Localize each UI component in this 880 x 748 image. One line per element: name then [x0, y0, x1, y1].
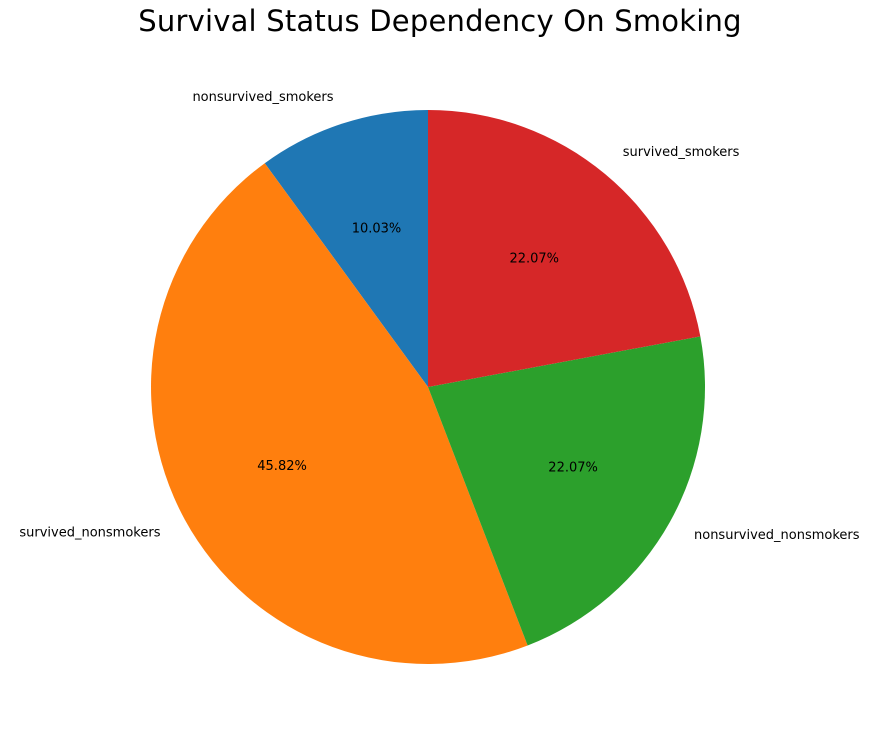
pie-slice-nonsurvived-nonsmokers	[428, 336, 706, 646]
pie-category-label: nonsurvived_smokers	[192, 90, 333, 105]
pie-category-label: nonsurvived_nonsmokers	[694, 528, 860, 543]
pie-slice-survived-smokers	[428, 110, 701, 387]
pie-slice-survived-nonsmokers	[151, 163, 528, 664]
pie-pct-label: 22.07%	[548, 461, 598, 476]
pie-slice-nonsurvived-smokers	[264, 110, 428, 387]
pie-pct-label: 22.07%	[509, 252, 559, 267]
chart-title: Survival Status Dependency On Smoking	[138, 4, 742, 38]
pie-pct-label: 45.82%	[257, 459, 307, 474]
pie-pct-label: 10.03%	[352, 221, 402, 236]
pie-category-label: survived_nonsmokers	[19, 525, 160, 540]
pie-category-label: survived_smokers	[623, 145, 740, 160]
